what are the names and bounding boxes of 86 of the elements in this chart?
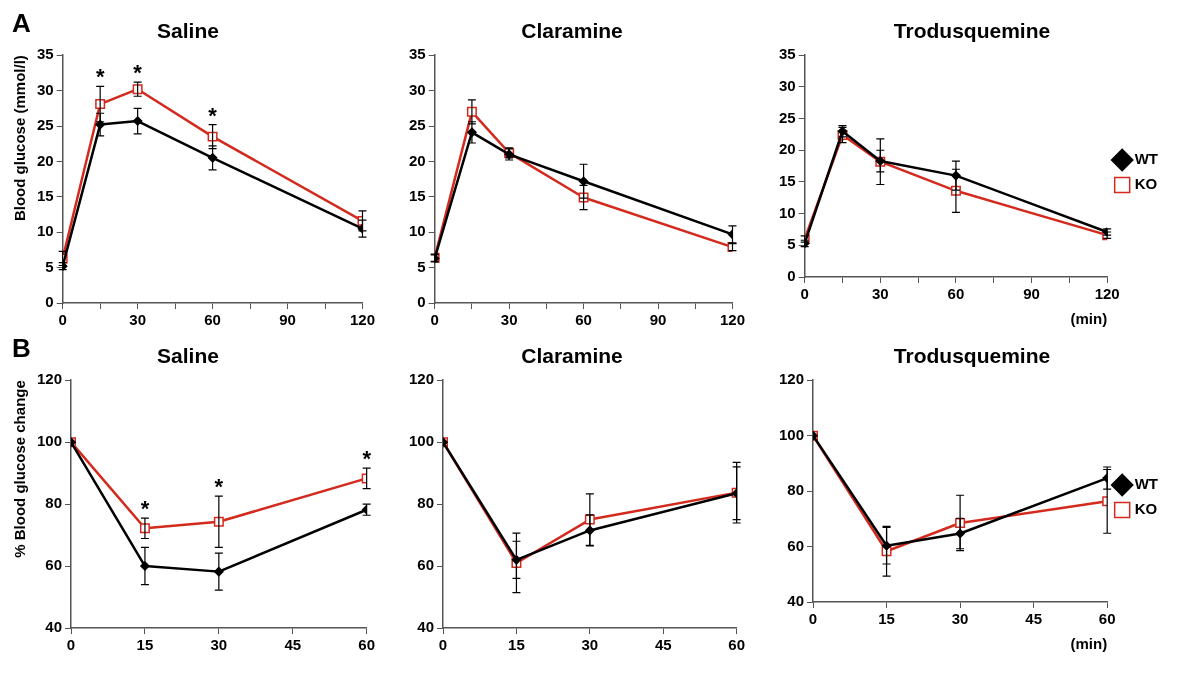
x-tick-label: 60: [575, 311, 592, 329]
x-tick-label: 60: [947, 285, 965, 303]
chart-title: Trodusquemine: [893, 19, 1051, 43]
x-tick-label: 45: [654, 636, 672, 654]
legend-label: WT: [1134, 150, 1159, 168]
y-tick-label: 15: [779, 172, 796, 190]
y-tick-label: 40: [45, 618, 63, 636]
x-tick-label: 90: [649, 311, 667, 329]
y-tick-label: 25: [779, 108, 796, 126]
x-tick-label: 45: [1025, 610, 1042, 628]
y-axis-title: Blood glucose (mmol/l): [11, 55, 29, 222]
annotation: *: [362, 446, 372, 472]
y-tick-label: 30: [409, 80, 426, 98]
annotation: *: [214, 474, 224, 500]
y-axis-title: % Blood glucose change: [11, 380, 29, 558]
y-tick-label: 35: [409, 45, 426, 63]
x-tick-label: 45: [284, 636, 302, 654]
x-axis-title: (min): [1070, 310, 1108, 328]
y-tick-label: 100: [779, 425, 805, 443]
y-tick-label: 25: [37, 116, 54, 134]
x-tick-label: 30: [129, 311, 146, 329]
x-tick-label: 30: [210, 636, 228, 654]
x-tick-label: 60: [358, 636, 375, 654]
y-tick-label: 10: [779, 203, 796, 221]
y-tick-label: 20: [37, 151, 54, 169]
x-tick-label: 0: [808, 610, 818, 628]
x-axis-title: (min): [1070, 635, 1108, 653]
y-tick-label: 15: [37, 186, 54, 204]
x-tick-label: 0: [66, 636, 76, 654]
x-tick-label: 120: [349, 311, 375, 329]
y-tick-label: 35: [37, 45, 54, 63]
chart-title: Claramine: [521, 344, 623, 368]
y-tick-label: 80: [787, 481, 805, 499]
annotation: *: [95, 64, 105, 90]
annotation: *: [208, 102, 218, 128]
y-tick-label: 80: [45, 494, 63, 512]
x-tick-label: 60: [1098, 610, 1116, 628]
y-tick-label: 10: [409, 222, 426, 240]
chart-title: Trodusquemine: [893, 344, 1051, 368]
x-tick-label: 15: [136, 636, 154, 654]
text: B: [12, 333, 31, 364]
y-tick-label: 60: [787, 536, 805, 554]
y-tick-label: 35: [779, 45, 796, 63]
y-tick-label: 60: [45, 556, 63, 574]
x-tick-label: 15: [878, 610, 895, 628]
y-tick-label: 100: [409, 432, 435, 450]
x-tick-label: 60: [728, 636, 745, 654]
x-tick-label: 15: [508, 636, 525, 654]
y-tick-label: 120: [37, 370, 63, 388]
x-tick-label: 30: [500, 311, 518, 329]
legend-label: KO: [1134, 500, 1158, 518]
y-tick-label: 5: [45, 257, 54, 275]
y-tick-label: 120: [409, 370, 435, 388]
y-tick-label: 80: [417, 494, 435, 512]
x-tick-label: 120: [719, 311, 745, 329]
y-tick-label: 0: [787, 267, 796, 285]
y-tick-label: 10: [37, 222, 54, 240]
annotation: *: [140, 496, 150, 522]
y-tick-label: 15: [409, 186, 426, 204]
legend-label: KO: [1134, 175, 1158, 193]
y-tick-label: 30: [779, 77, 796, 95]
x-tick-label: 120: [1094, 285, 1120, 303]
y-tick-label: 20: [779, 140, 796, 158]
y-tick-label: 120: [779, 370, 805, 388]
y-tick-label: 40: [787, 592, 805, 610]
chart-title: Saline: [157, 19, 219, 43]
chart-title: Saline: [157, 344, 219, 368]
x-tick-label: 60: [204, 311, 221, 329]
y-tick-label: 40: [417, 618, 435, 636]
y-tick-label: 25: [409, 116, 426, 134]
legend-label: WT: [1134, 475, 1159, 493]
x-tick-label: 90: [1023, 285, 1040, 303]
text: A: [12, 8, 31, 39]
y-tick-label: 60: [417, 556, 435, 574]
x-tick-label: 90: [279, 311, 296, 329]
y-tick-label: 20: [409, 151, 426, 169]
x-tick-label: 30: [871, 285, 889, 303]
x-tick-label: 0: [438, 636, 448, 654]
y-tick-label: 100: [37, 432, 63, 450]
y-tick-label: 5: [787, 235, 796, 253]
x-tick-label: 30: [581, 636, 599, 654]
x-tick-label: 30: [951, 610, 969, 628]
y-tick-label: 5: [417, 257, 426, 275]
chart-title: Claramine: [521, 19, 623, 43]
y-tick-label: 30: [37, 80, 54, 98]
annotation: *: [133, 60, 143, 86]
